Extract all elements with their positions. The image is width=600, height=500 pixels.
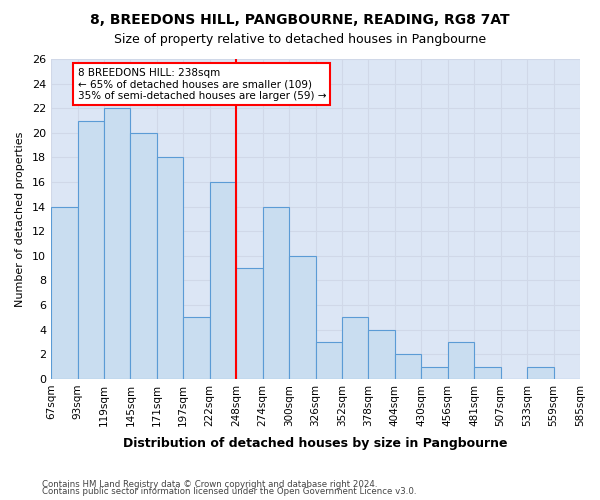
Bar (474, 366, 500, 379)
Text: 8 BREEDONS HILL: 238sqm
← 65% of detached houses are smaller (109)
35% of semi-d: 8 BREEDONS HILL: 238sqm ← 65% of detache… (77, 68, 326, 101)
Bar (421, 366, 448, 379)
Bar (183, 318, 210, 379)
Bar (289, 256, 316, 379)
Text: 8, BREEDONS HILL, PANGBOURNE, READING, RG8 7AT: 8, BREEDONS HILL, PANGBOURNE, READING, R… (90, 12, 510, 26)
Bar (130, 133, 157, 379)
Text: Contains public sector information licensed under the Open Government Licence v3: Contains public sector information licen… (42, 487, 416, 496)
Bar (51, 206, 77, 379)
X-axis label: Distribution of detached houses by size in Pangbourne: Distribution of detached houses by size … (123, 437, 508, 450)
Bar (368, 330, 395, 379)
Bar (210, 182, 236, 379)
Bar (395, 354, 421, 379)
Text: Size of property relative to detached houses in Pangbourne: Size of property relative to detached ho… (114, 32, 486, 46)
Bar (104, 108, 130, 379)
Bar (342, 318, 368, 379)
Bar (236, 268, 263, 379)
Bar (157, 158, 183, 379)
Y-axis label: Number of detached properties: Number of detached properties (15, 132, 25, 306)
Bar (448, 342, 474, 379)
Text: Contains HM Land Registry data © Crown copyright and database right 2024.: Contains HM Land Registry data © Crown c… (42, 480, 377, 489)
Bar (527, 366, 554, 379)
Bar (263, 206, 289, 379)
Bar (77, 120, 104, 379)
Bar (316, 342, 342, 379)
